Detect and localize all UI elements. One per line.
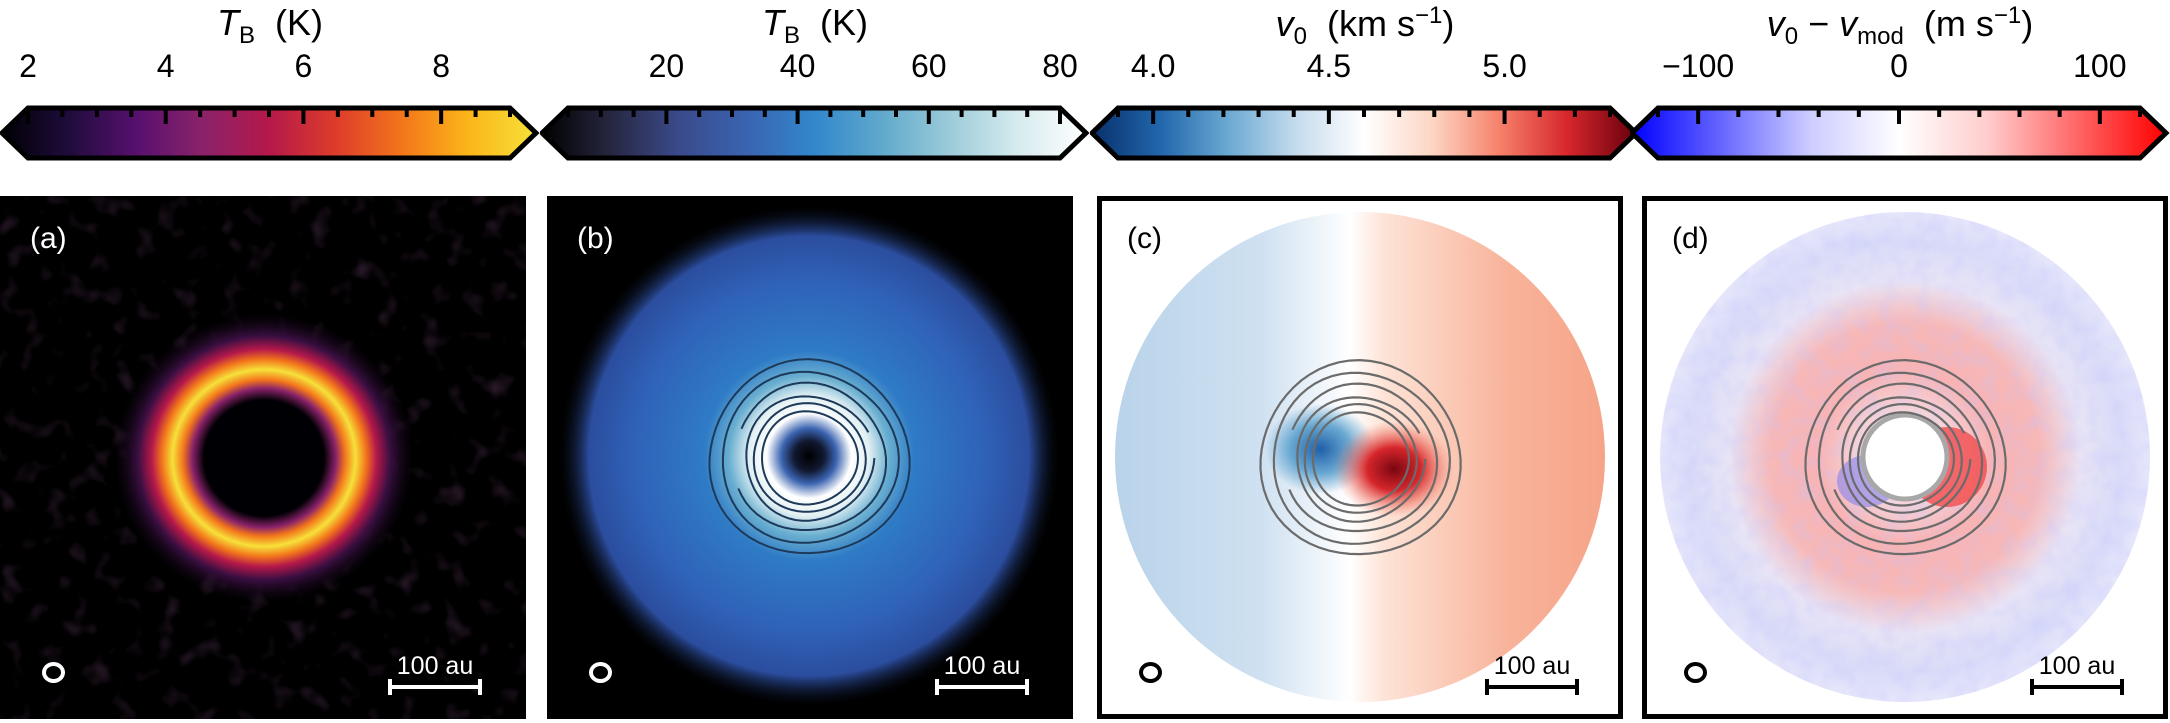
panel-c-label: (c): [1127, 222, 1162, 255]
colorbar-tick-label: 20: [648, 48, 685, 84]
scalebar-b-bar: [935, 679, 1029, 695]
contour-line: [708, 358, 911, 555]
colorbar-c-bar: [1090, 105, 1640, 161]
colorbar-d-title: v0 − vmod (m s−1): [1766, 2, 2034, 51]
contour-line: [1833, 382, 1984, 533]
scalebar-b-label: 100 au: [943, 652, 1021, 680]
panel-a-map: [0, 196, 526, 719]
colorbar-d: v0 − vmod (m s−1) −100 0 100: [1630, 0, 2170, 180]
scalebar-a-bar: [388, 679, 482, 695]
contour-line: [1288, 382, 1439, 533]
colorbar-tick-label: 0: [1890, 48, 1908, 84]
beam-ellipse-icon: [1684, 662, 1707, 683]
colorbar-a: TB (K) 2 4 6 8: [0, 0, 540, 180]
contour-line: [752, 402, 867, 513]
colorbar-a-bar: [0, 105, 540, 161]
colorbar-b: TB (K) 20 40 60 80: [540, 0, 1090, 180]
colorbar-tick-label: 6: [294, 48, 313, 84]
panel-b: (b) 100 au: [547, 196, 1073, 719]
contour-line: [1804, 358, 2007, 556]
panel-c: (c) 100 au: [1097, 196, 1623, 719]
contour-line: [737, 381, 887, 531]
contour-line: [1841, 396, 1972, 523]
scalebar-c: 100 au: [1485, 652, 1579, 695]
colorbar-tick-label: 5.0: [1482, 48, 1527, 84]
panel-d: (d) 100 au: [1642, 196, 2168, 719]
contour-line: [721, 370, 900, 544]
colorbar-c: v0 (km s−1) 4.0 4.5 5.0: [1090, 0, 1640, 180]
panel-c-contours: [1259, 358, 1462, 556]
colorbar-tick-label: 100: [2073, 48, 2127, 84]
panel-a-label: (a): [30, 222, 67, 255]
colorbar-b-title: TB (K): [761, 2, 869, 50]
contour-line: [1259, 358, 1462, 556]
contour-line: [1311, 411, 1411, 507]
panel-d-contours: [1804, 358, 2007, 556]
panel-c-map: [1115, 212, 1605, 702]
panel-d-label: (d): [1672, 222, 1709, 255]
contour-line: [1856, 411, 1956, 507]
colorbar-tick-label: 8: [432, 48, 451, 84]
colorbar-tick-label: 60: [911, 48, 947, 84]
colorbar-tick-label: 4.0: [1130, 48, 1176, 84]
colorbar-tick-label: −100: [1662, 48, 1735, 84]
panel-c-red-lobe: [1334, 421, 1454, 517]
colorbar-tick-label: 4.5: [1306, 48, 1352, 84]
contour-line: [760, 410, 859, 506]
beam-ellipse-icon: [42, 662, 65, 683]
colorbar-tick-label: 4: [156, 48, 175, 84]
scalebar-c-bar: [1485, 679, 1579, 695]
contour-line: [1848, 402, 1963, 514]
contour-line: [745, 395, 876, 522]
panel-d-mask: [1860, 412, 1950, 502]
scalebar-b: 100 au: [935, 652, 1029, 695]
panel-b-map: [547, 196, 1073, 719]
colorbar-tick-label: 80: [1042, 48, 1078, 84]
panel-d-map: [1660, 212, 2150, 702]
beam-ellipse-icon: [589, 662, 612, 683]
panel-a: (a) 100 au: [0, 196, 526, 719]
panel-a-ring: [114, 313, 414, 603]
scalebar-a-label: 100 au: [396, 652, 474, 680]
colorbar-b-gradient: [540, 105, 1090, 161]
scalebar-d: 100 au: [2030, 652, 2124, 695]
scalebar-d-label: 100 au: [2038, 652, 2116, 680]
colorbar-d-bar: [1630, 105, 2170, 161]
contour-line: [1272, 371, 1451, 545]
scalebar-c-label: 100 au: [1493, 652, 1571, 680]
panel-b-disc: [559, 206, 1059, 706]
contour-line: [1303, 402, 1418, 514]
beam-ellipse-icon: [1139, 662, 1162, 683]
colorbar-a-title: TB (K): [216, 2, 324, 50]
scalebar-d-bar: [2030, 679, 2124, 695]
panel-b-contours: [708, 358, 911, 555]
contour-line: [1817, 371, 1996, 545]
contour-line: [1296, 396, 1427, 523]
colorbar-c-title: v0 (km s−1): [1275, 2, 1455, 51]
colorbar-tick-label: 2: [19, 48, 37, 84]
scalebar-a: 100 au: [388, 652, 482, 695]
colorbar-tick-label: 40: [779, 48, 816, 84]
panel-b-label: (b): [577, 222, 614, 255]
colorbar-b-bar: [540, 105, 1090, 161]
